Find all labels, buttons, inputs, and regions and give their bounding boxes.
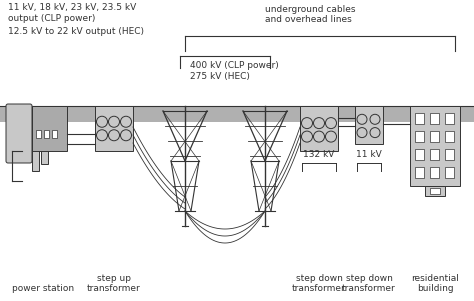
FancyBboxPatch shape (415, 149, 424, 160)
FancyBboxPatch shape (300, 106, 338, 151)
Circle shape (120, 116, 131, 127)
FancyBboxPatch shape (44, 130, 49, 138)
FancyBboxPatch shape (52, 130, 57, 138)
Circle shape (313, 118, 325, 129)
FancyBboxPatch shape (36, 130, 41, 138)
FancyBboxPatch shape (410, 106, 460, 186)
Circle shape (326, 118, 337, 129)
Text: 132 kV: 132 kV (303, 150, 335, 159)
FancyBboxPatch shape (430, 167, 439, 178)
Circle shape (97, 116, 108, 127)
Circle shape (313, 131, 325, 142)
FancyBboxPatch shape (430, 113, 439, 124)
FancyBboxPatch shape (445, 167, 454, 178)
Text: underground cables
and overhead lines: underground cables and overhead lines (265, 5, 355, 24)
Circle shape (301, 118, 312, 129)
FancyBboxPatch shape (6, 104, 32, 163)
Text: step down
transformer: step down transformer (342, 274, 396, 293)
Circle shape (357, 128, 367, 138)
FancyBboxPatch shape (445, 131, 454, 142)
FancyBboxPatch shape (32, 106, 67, 151)
Circle shape (370, 114, 380, 124)
Text: 12.5 kV to 22 kV output (HEC): 12.5 kV to 22 kV output (HEC) (8, 27, 144, 36)
Text: output (CLP power): output (CLP power) (8, 14, 95, 23)
FancyBboxPatch shape (430, 131, 439, 142)
Circle shape (97, 130, 108, 141)
FancyBboxPatch shape (415, 113, 424, 124)
FancyBboxPatch shape (445, 113, 454, 124)
Circle shape (301, 131, 312, 142)
FancyBboxPatch shape (445, 149, 454, 160)
Text: residential
building: residential building (411, 274, 459, 293)
FancyBboxPatch shape (41, 106, 48, 164)
Text: 275 kV (HEC): 275 kV (HEC) (190, 72, 250, 81)
Text: 11 kV, 18 kV, 23 kV, 23.5 kV: 11 kV, 18 kV, 23 kV, 23.5 kV (8, 3, 136, 12)
FancyBboxPatch shape (0, 106, 474, 122)
FancyBboxPatch shape (430, 188, 440, 194)
Text: step down
transformer: step down transformer (292, 274, 346, 293)
Text: step up
transformer: step up transformer (87, 274, 141, 293)
FancyBboxPatch shape (95, 106, 133, 151)
Circle shape (109, 116, 119, 127)
FancyBboxPatch shape (32, 106, 39, 171)
Text: 11 kV: 11 kV (356, 150, 382, 159)
FancyBboxPatch shape (415, 167, 424, 178)
Circle shape (357, 114, 367, 124)
Text: power station: power station (12, 284, 74, 293)
Circle shape (326, 131, 337, 142)
Text: 400 kV (CLP power): 400 kV (CLP power) (190, 61, 279, 70)
FancyBboxPatch shape (425, 186, 445, 196)
FancyBboxPatch shape (430, 149, 439, 160)
Circle shape (120, 130, 131, 141)
Circle shape (109, 130, 119, 141)
FancyBboxPatch shape (415, 131, 424, 142)
Circle shape (370, 128, 380, 138)
FancyBboxPatch shape (355, 106, 383, 144)
